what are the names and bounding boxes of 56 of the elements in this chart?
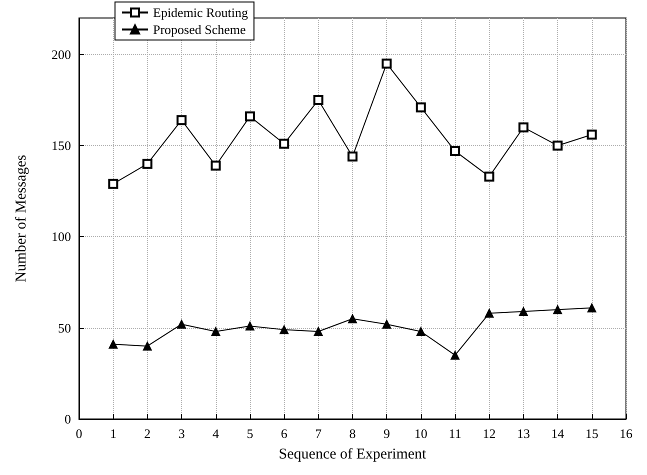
x-tick-label: 2 — [144, 426, 151, 441]
x-tick-label: 14 — [551, 426, 565, 441]
point — [552, 140, 563, 151]
point — [142, 342, 152, 351]
point — [313, 95, 324, 106]
y-tick-label: 200 — [52, 46, 71, 62]
x-tick-label: 3 — [178, 426, 185, 441]
x-tick-label: 9 — [383, 426, 390, 441]
point — [244, 111, 255, 122]
x-tick-label: 12 — [482, 426, 496, 441]
point — [108, 178, 118, 189]
point — [348, 152, 358, 162]
point — [518, 122, 528, 132]
x-tick-label: 4 — [212, 426, 220, 441]
point — [382, 58, 392, 69]
x-tick-label: 7 — [315, 426, 322, 441]
point — [280, 325, 289, 334]
point — [142, 158, 152, 169]
point — [210, 160, 221, 171]
y-tick-label: 150 — [52, 138, 71, 154]
x-axis-title: Sequence of Experiment — [278, 446, 428, 462]
point — [348, 314, 357, 324]
point — [176, 115, 187, 126]
y-tick-label: 50 — [58, 320, 71, 336]
y-tick-label: 100 — [52, 229, 71, 244]
x-tick-label: 1 — [110, 426, 116, 441]
x-tick-label: 8 — [349, 426, 356, 441]
point — [553, 305, 562, 314]
x-tick-label: 16 — [620, 426, 633, 441]
point — [586, 130, 597, 140]
point — [450, 350, 460, 360]
x-tick-label: 11 — [448, 426, 462, 441]
point — [416, 327, 426, 336]
point — [211, 327, 220, 336]
x-tick-label: 15 — [585, 426, 598, 441]
legend-label: Epidemic Routing — [153, 5, 248, 20]
point — [245, 322, 254, 331]
point — [314, 327, 323, 336]
x-tick-label: 10 — [414, 426, 428, 441]
point — [587, 303, 596, 312]
point — [484, 172, 494, 182]
point — [382, 320, 392, 329]
point — [177, 320, 186, 329]
y-tick-label: 0 — [64, 412, 71, 426]
legend-label: Proposed Scheme — [153, 22, 246, 37]
x-tick-label: 6 — [280, 426, 288, 441]
x-tick-label: 13 — [516, 426, 530, 441]
point — [484, 308, 494, 318]
point — [518, 306, 528, 316]
point — [416, 102, 426, 112]
point — [279, 138, 290, 149]
point — [108, 340, 118, 349]
x-tick-label: 5 — [246, 426, 254, 441]
point — [450, 146, 460, 156]
y-axis-title: Number of Messages — [14, 154, 30, 282]
x-tick-label: 0 — [76, 426, 82, 441]
